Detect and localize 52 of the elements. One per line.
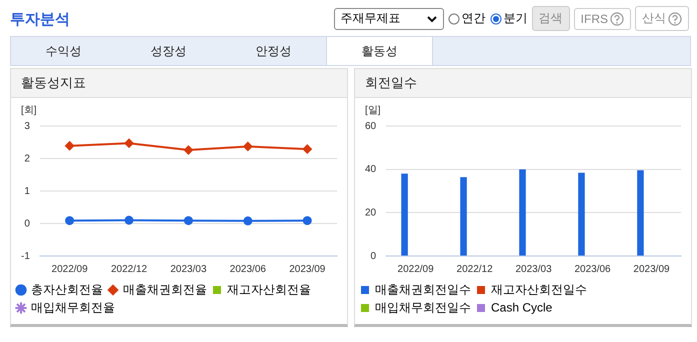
x-tick-label: 2022/12	[456, 264, 494, 275]
y-tick-label: 1	[24, 186, 30, 197]
point	[65, 141, 74, 150]
legend-label: 재고자산회전일수	[491, 282, 587, 296]
point	[124, 138, 134, 148]
x-tick-label: 2023/09	[289, 264, 326, 275]
y-axis-title: [일]	[365, 104, 381, 117]
y-tick-label: 60	[365, 120, 377, 132]
text: IFRS	[574, 8, 631, 30]
y-tick-label: 40	[365, 164, 377, 176]
text: 분기	[502, 10, 528, 27]
y-tick-label: 0	[370, 250, 377, 262]
y-tick-label: -1	[20, 250, 30, 262]
x-tick-label: 2023/06	[230, 264, 266, 275]
point	[302, 144, 312, 154]
x-tick-label: 2023/09	[633, 264, 670, 275]
point	[124, 216, 134, 225]
x-tick-label: 2022/09	[52, 264, 88, 275]
text: 검색	[532, 6, 570, 31]
point	[65, 216, 74, 226]
point	[243, 216, 252, 226]
text: 안정성	[254, 43, 292, 60]
legend-label: 매출채권회전율	[123, 282, 207, 296]
point	[243, 142, 252, 151]
legend-label: 매출채권회전일수	[375, 282, 471, 296]
chart-title: 활동성지표	[11, 69, 347, 98]
legend-label: 총자산회전율	[31, 282, 103, 296]
legend-label: 매입채무회전일수	[375, 300, 471, 314]
legend-label: 매입채무회전율	[31, 300, 115, 314]
chart-title: 회전일수	[355, 69, 691, 98]
x-tick-label: 2023/06	[574, 264, 612, 275]
legend-label: Cash Cycle	[491, 300, 553, 314]
text: 활동성	[326, 37, 433, 65]
y-axis-title: [회]	[21, 104, 37, 117]
text: 수익성	[44, 43, 82, 60]
x-tick-label: 2023/03	[515, 264, 552, 275]
y-tick-label: 3	[24, 120, 30, 132]
text: 주재무제표	[340, 10, 401, 27]
y-tick-label: 20	[365, 207, 377, 218]
legend-label: 재고자산회전율	[227, 282, 311, 296]
point	[184, 146, 193, 155]
point	[184, 216, 193, 226]
y-tick-label: 2	[24, 153, 30, 164]
x-tick-label: 2022/12	[110, 264, 148, 275]
point	[302, 216, 312, 226]
y-tick-label: 0	[24, 218, 30, 230]
x-tick-label: 2022/09	[398, 264, 434, 275]
text: 연간	[460, 10, 486, 27]
text: 투자분석	[10, 10, 70, 29]
text: 산식	[635, 6, 689, 31]
x-tick-label: 2023/03	[170, 264, 207, 275]
text: 성장성	[150, 43, 188, 60]
